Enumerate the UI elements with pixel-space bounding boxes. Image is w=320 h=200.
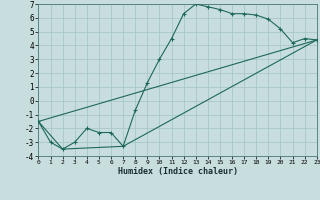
X-axis label: Humidex (Indice chaleur): Humidex (Indice chaleur) bbox=[118, 167, 238, 176]
